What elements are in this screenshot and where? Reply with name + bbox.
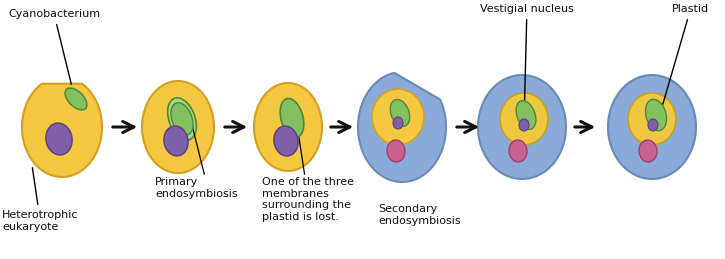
Ellipse shape — [167, 98, 196, 140]
Ellipse shape — [390, 99, 410, 126]
Text: Heterotrophic
eukaryote: Heterotrophic eukaryote — [2, 168, 78, 232]
Ellipse shape — [46, 123, 72, 155]
Polygon shape — [22, 84, 102, 177]
Ellipse shape — [608, 75, 696, 179]
Ellipse shape — [393, 117, 403, 129]
Ellipse shape — [628, 93, 676, 145]
Ellipse shape — [500, 93, 548, 145]
Ellipse shape — [519, 119, 529, 131]
Text: One of the three
membranes
surrounding the
plastid is lost.: One of the three membranes surrounding t… — [262, 177, 354, 222]
Ellipse shape — [645, 99, 666, 131]
Ellipse shape — [648, 119, 658, 131]
Ellipse shape — [142, 81, 214, 173]
Ellipse shape — [639, 140, 657, 162]
Ellipse shape — [171, 103, 193, 135]
Ellipse shape — [280, 98, 304, 138]
Ellipse shape — [372, 89, 424, 145]
Ellipse shape — [254, 83, 322, 171]
Ellipse shape — [478, 75, 566, 179]
Polygon shape — [358, 73, 446, 182]
Ellipse shape — [509, 140, 527, 162]
Text: Primary
endosymbiosis: Primary endosymbiosis — [155, 177, 238, 199]
Text: Cyanobacterium: Cyanobacterium — [8, 9, 100, 84]
Ellipse shape — [516, 100, 536, 130]
Ellipse shape — [164, 126, 188, 156]
Text: Vestigial nucleus: Vestigial nucleus — [480, 4, 574, 120]
Ellipse shape — [387, 140, 405, 162]
Ellipse shape — [65, 88, 87, 110]
Text: Plastid: Plastid — [663, 4, 709, 104]
Text: Secondary
endosymbiosis: Secondary endosymbiosis — [378, 204, 460, 226]
Ellipse shape — [274, 126, 298, 156]
